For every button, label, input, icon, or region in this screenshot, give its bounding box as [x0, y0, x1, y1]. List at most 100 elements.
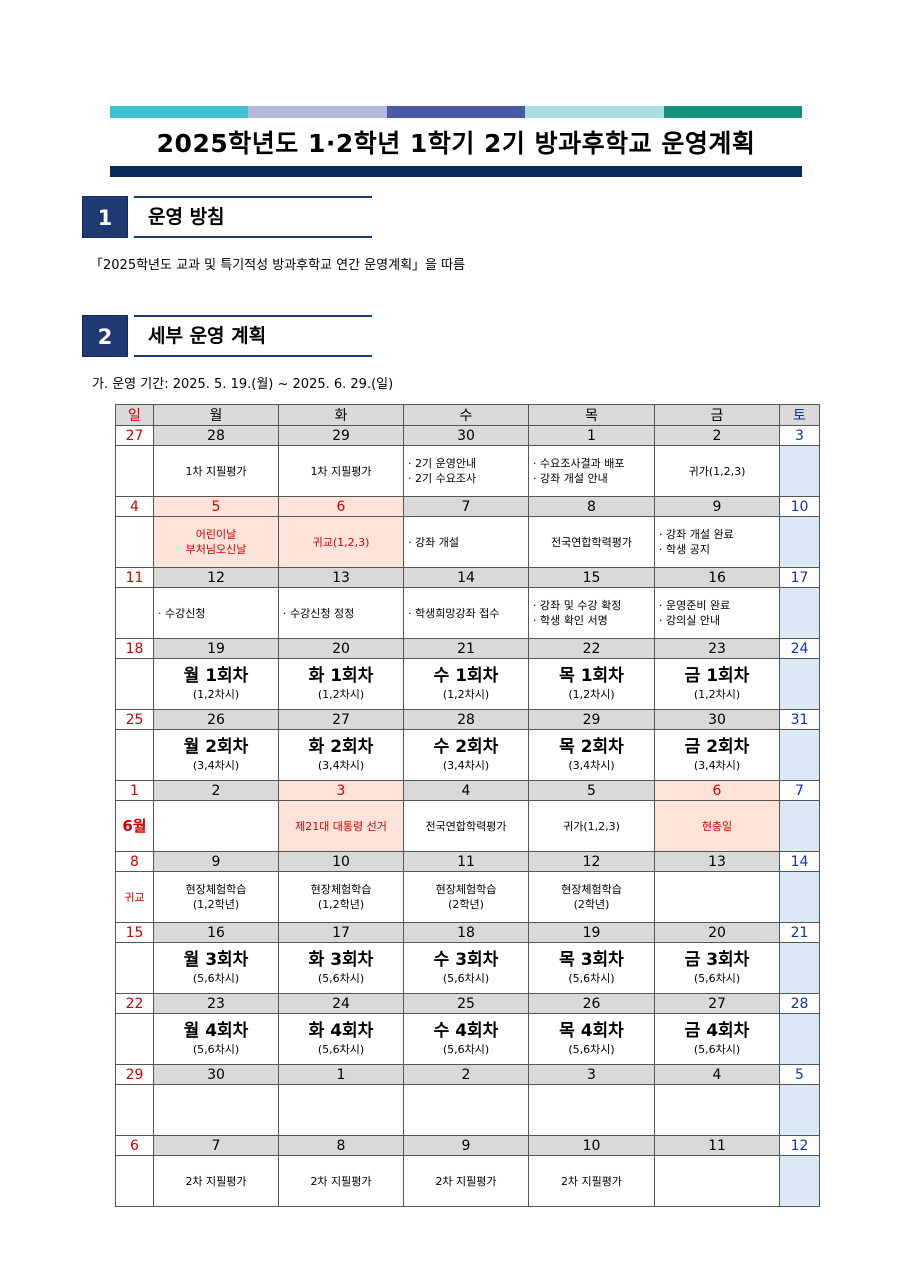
- event-row: 월 1회차 (1,2차시) 화 1회차 (1,2차시) 수 1회차 (1,2차시) 목 1회…: [115, 658, 820, 710]
- event-cell: · 학생희망강좌 접수: [403, 587, 529, 639]
- event-text: · 학생희망강좌 접수: [408, 606, 500, 620]
- event-text: 2차 지필평가: [310, 1174, 372, 1188]
- event-text: 수 3회차: [433, 950, 499, 970]
- event-cell: 금 4회차 (5,6차시): [654, 1013, 780, 1065]
- event-text: · 강의실 안내: [659, 614, 721, 627]
- event-cell: 현충일: [654, 800, 780, 852]
- date-cell: 12: [779, 1135, 820, 1156]
- date-row: 27 28 29 30 1 2 3: [115, 425, 820, 446]
- event-row: [115, 1084, 820, 1136]
- page-title: 2025학년도 1·2학년 1학기 2기 방과후학교 운영계획: [156, 129, 756, 158]
- event-cell: 현장체험학습 (2학년): [528, 871, 655, 923]
- event-text: (3,4차시): [317, 759, 365, 772]
- event-cell: 월 3회차 (5,6차시): [153, 942, 279, 994]
- date-cell: 31: [779, 709, 820, 730]
- date-cell: 22: [115, 993, 154, 1014]
- event-text: 현장체험학습: [185, 883, 247, 896]
- event-cell: [528, 1084, 655, 1136]
- date-row: 29 30 1 2 3 4 5: [115, 1064, 820, 1085]
- event-cell: [779, 1013, 820, 1065]
- date-cell: 8: [528, 496, 655, 517]
- event-text: 귀교(1,2,3): [312, 535, 370, 549]
- event-cell: 목 4회차 (5,6차시): [528, 1013, 655, 1065]
- event-text: 현장체험학습: [310, 883, 372, 896]
- date-cell: 9: [403, 1135, 529, 1156]
- date-cell: 11: [654, 1135, 780, 1156]
- event-text: 수 2회차: [433, 737, 499, 757]
- date-cell: 24: [278, 993, 404, 1014]
- date-cell: 10: [278, 851, 404, 872]
- date-row: 18 19 20 21 22 23 24: [115, 638, 820, 659]
- date-cell: 14: [403, 567, 529, 588]
- event-text: (5,6차시): [192, 1043, 240, 1056]
- color-bar-segment: [386, 106, 526, 118]
- event-text: 금 4회차: [684, 1021, 750, 1041]
- date-cell: 27: [278, 709, 404, 730]
- event-text: (5,6차시): [192, 972, 240, 985]
- event-text: · 강좌 및 수강 확정: [533, 599, 622, 612]
- event-text: 월 3회차: [183, 950, 249, 970]
- event-cell: 2차 지필평가: [278, 1155, 404, 1207]
- date-cell: 12: [528, 851, 655, 872]
- event-text: 월 4회차: [183, 1021, 249, 1041]
- event-text: 월 1회차: [183, 666, 249, 686]
- event-cell: [115, 942, 154, 994]
- event-row: 2차 지필평가 2차 지필평가 2차 지필평가 2차 지필평가: [115, 1155, 820, 1207]
- event-cell: [779, 800, 820, 852]
- event-cell: 화 2회차 (3,4차시): [278, 729, 404, 781]
- event-text: 2차 지필평가: [560, 1174, 623, 1188]
- event-text: (5,6차시): [442, 972, 490, 985]
- event-text: 금 3회차: [684, 950, 750, 970]
- event-text: 목 2회차: [559, 737, 624, 757]
- event-text: (2학년): [573, 898, 610, 911]
- date-cell: 21: [403, 638, 529, 659]
- event-text: · 학생 확인 서명: [533, 614, 608, 627]
- section-title: 세부 운영 계획: [134, 315, 372, 357]
- date-cell: 13: [278, 567, 404, 588]
- date-cell: 7: [153, 1135, 279, 1156]
- date-cell: 16: [654, 567, 780, 588]
- event-cell: 전국연합학력평가: [403, 800, 529, 852]
- operation-period: 가. 운영 기간: 2025. 5. 19.(월) ~ 2025. 6. 29.…: [92, 377, 394, 392]
- event-text: (3,4차시): [442, 759, 490, 772]
- date-row: 11 12 13 14 15 16 17: [115, 567, 820, 588]
- event-text: 화 1회차: [308, 666, 374, 686]
- event-cell: [654, 871, 780, 923]
- date-cell: 10: [779, 496, 820, 517]
- event-cell: [779, 658, 820, 710]
- date-cell: 8: [115, 851, 154, 872]
- event-text: (5,6차시): [317, 1043, 365, 1056]
- event-cell: 귀가(1,2,3): [654, 445, 780, 497]
- event-cell: [153, 1084, 279, 1136]
- date-row: 15 16 17 18 19 20 21: [115, 922, 820, 943]
- date-cell: 25: [403, 993, 529, 1014]
- date-cell: 27: [115, 425, 154, 446]
- weekday-header: 월: [153, 404, 279, 426]
- weekday-header: 토: [779, 404, 820, 426]
- event-cell: 금 3회차 (5,6차시): [654, 942, 780, 994]
- event-text: 현장체험학습: [435, 883, 497, 896]
- event-cell: [779, 1084, 820, 1136]
- event-text: · 수요조사결과 배포: [533, 457, 625, 470]
- event-text: (2학년): [448, 898, 484, 911]
- event-text: (5,6차시): [568, 1043, 615, 1056]
- event-text: 전국연합학력평가: [551, 535, 632, 549]
- color-bar-segment: [110, 106, 249, 118]
- event-cell: [654, 1155, 780, 1207]
- event-text: 2차 지필평가: [185, 1174, 247, 1188]
- date-cell: 9: [654, 496, 780, 517]
- event-cell: [779, 1155, 820, 1207]
- date-cell: 15: [115, 922, 154, 943]
- date-cell: 10: [528, 1135, 655, 1156]
- date-row: 8 9 10 11 12 13 14: [115, 851, 820, 872]
- event-text: · 수강신청 정정: [283, 606, 355, 620]
- event-cell: 금 2회차 (3,4차시): [654, 729, 780, 781]
- event-cell: [115, 1155, 154, 1207]
- date-cell: 1: [528, 425, 655, 446]
- event-text: · 강좌 개설: [408, 535, 459, 549]
- event-text: (5,6차시): [693, 1043, 741, 1056]
- date-cell: 23: [654, 638, 780, 659]
- event-row: 1차 지필평가 1차 지필평가 · 2기 운영안내 · 2기 수요조사 · 수요조사결과…: [115, 445, 820, 497]
- event-text: (3,4차시): [568, 759, 615, 772]
